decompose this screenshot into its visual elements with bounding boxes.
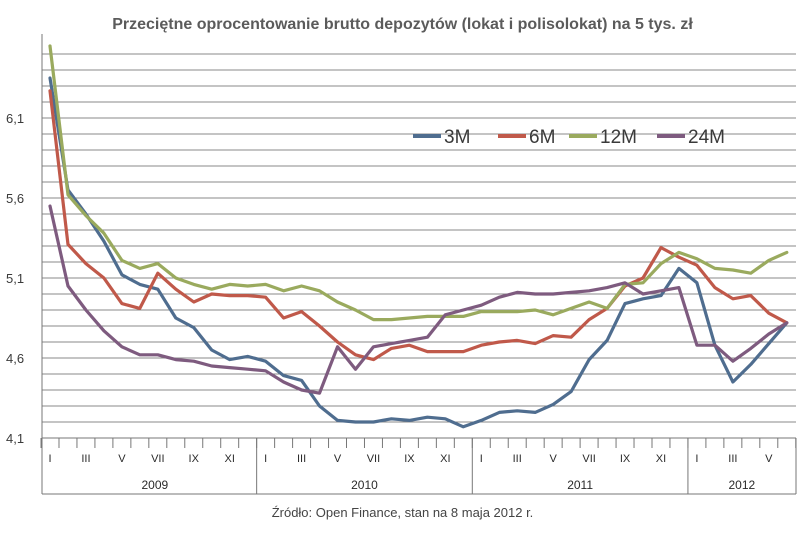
chart-title: Przeciętne oprocentowanie brutto depozyt… xyxy=(112,16,693,33)
month-label: VII xyxy=(582,453,595,465)
legend: 3M 6M 12M 24M xyxy=(413,127,725,148)
month-label: III xyxy=(728,453,737,465)
month-label: XI xyxy=(224,453,234,465)
month-label: I xyxy=(264,453,267,465)
year-label: 2011 xyxy=(567,478,593,492)
y-tick-label: 5,6 xyxy=(6,191,24,206)
axes: 4,14,65,15,66,1I III V VII IX XI I III V VII IX XI I… xyxy=(6,34,797,495)
month-label: V xyxy=(334,453,342,465)
chart-source-note: Źródło: Open Finance, stan na 8 maja 201… xyxy=(271,505,534,520)
month-label: VII xyxy=(151,453,164,465)
month-label: XI xyxy=(440,453,450,465)
y-tick-label: 5,1 xyxy=(6,271,24,286)
month-label: V xyxy=(118,453,126,465)
series-lines xyxy=(48,44,789,429)
legend-label: 24M xyxy=(688,127,725,148)
grid-lines xyxy=(42,53,796,439)
legend-label: 12M xyxy=(600,127,637,148)
month-label: V xyxy=(765,453,773,465)
month-label: VII xyxy=(367,453,380,465)
y-tick-label: 4,6 xyxy=(6,351,24,366)
month-label: III xyxy=(81,453,90,465)
month-label: IX xyxy=(404,453,415,465)
y-tick-label: 6,1 xyxy=(6,111,24,126)
y-tick-label: 4,1 xyxy=(6,431,24,446)
month-label: I xyxy=(695,453,698,465)
year-label: 2010 xyxy=(351,478,378,492)
legend-label: 6M xyxy=(529,127,555,148)
series-line-12m xyxy=(48,44,789,322)
year-label: 2012 xyxy=(728,478,755,492)
month-label: III xyxy=(513,453,522,465)
month-label: IX xyxy=(620,453,631,465)
month-label: III xyxy=(297,453,306,465)
legend-label: 3M xyxy=(444,127,470,148)
month-label: XI xyxy=(656,453,666,465)
series-line-24m xyxy=(48,204,789,395)
series-line-6m xyxy=(48,89,789,362)
year-label: 2009 xyxy=(141,478,168,492)
month-label: IX xyxy=(189,453,200,465)
month-label: I xyxy=(480,453,483,465)
month-label: V xyxy=(549,453,557,465)
month-label: I xyxy=(48,453,51,465)
